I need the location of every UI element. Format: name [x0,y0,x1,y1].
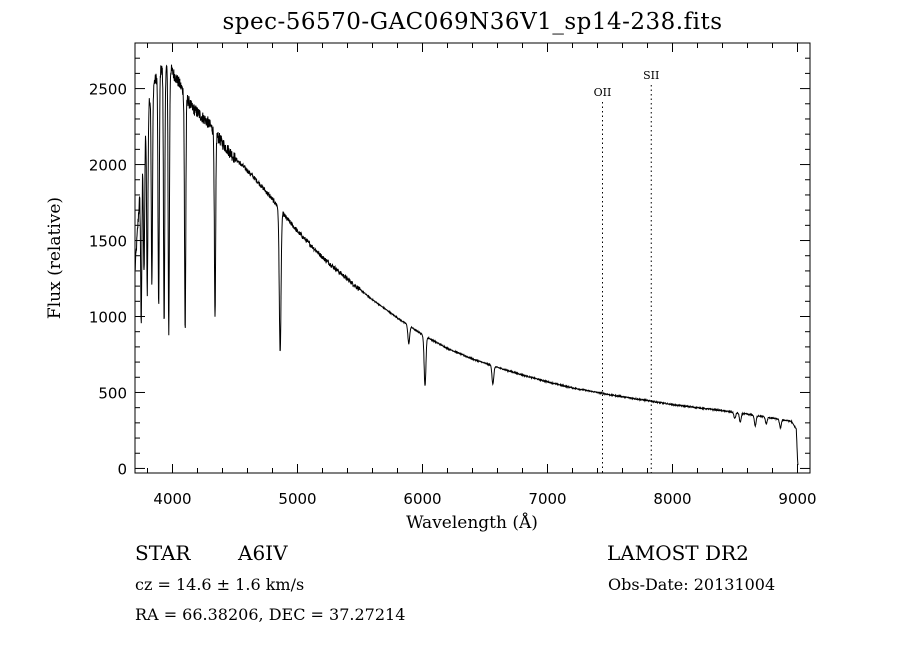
x-tick-label: 8000 [653,490,691,508]
spectrum-line [134,64,799,466]
x-tick-label: 9000 [778,490,816,508]
y-tick-label: 1000 [89,308,127,326]
y-tick-label: 0 [117,460,127,478]
coordinates: RA = 66.38206, DEC = 37.27214 [135,605,406,624]
redshift-value: cz = 14.6 ± 1.6 km/s [135,575,305,594]
x-tick-label: 5000 [278,490,316,508]
marker-label-sii: SII [643,69,659,82]
object-class: STAR [135,541,191,565]
marker-label-oii: OII [594,86,612,99]
chart-title: spec-56570-GAC069N36V1_sp14-238.fits [222,9,723,35]
x-tick-label: 4000 [153,490,191,508]
y-tick-label: 500 [98,384,127,402]
y-tick-label: 2000 [89,157,127,175]
x-axis-label: Wavelength (Å) [406,512,538,533]
y-axis-label: Flux (relative) [45,197,65,319]
observation-date: Obs-Date: 20131004 [608,575,776,594]
x-tick-label: 6000 [403,490,441,508]
y-tick-label: 1500 [89,233,127,251]
survey-name: LAMOST DR2 [607,541,749,565]
y-tick-label: 2500 [89,81,127,99]
axis-ticks: 4000 5000 6000 7000 8000 9000 0 500 1000 1500 2000… [89,43,817,508]
x-tick-label: 7000 [528,490,566,508]
spectral-subclass: A6IV [238,541,288,565]
emission-markers: OII SII [594,69,659,473]
